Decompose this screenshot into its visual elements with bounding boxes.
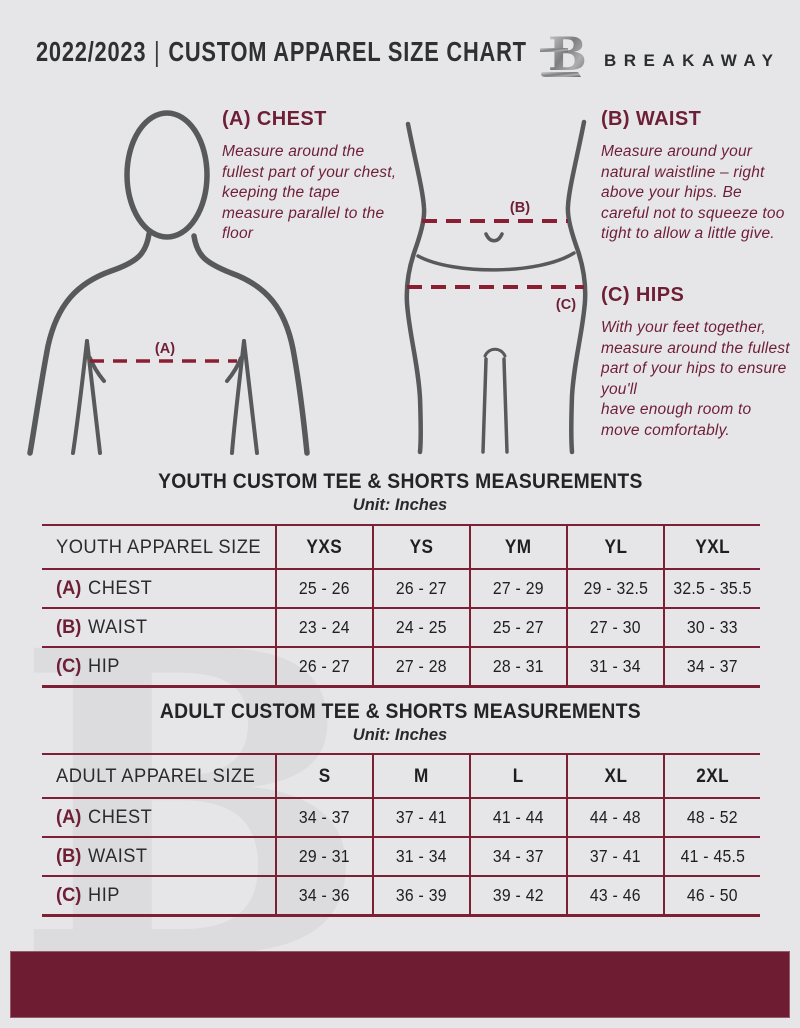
season-label: 2022/2023 — [36, 36, 147, 67]
table-cell: 44 - 48 — [566, 799, 663, 838]
chest-figure: (A) — [27, 110, 310, 456]
youth-row-label: (B) WAIST — [42, 609, 275, 648]
title-separator: | — [154, 36, 161, 67]
adult-col-header: M — [372, 755, 469, 799]
table-cell: 31 - 34 — [566, 648, 663, 688]
table-cell: 41 - 45.5 — [663, 838, 760, 877]
adult-col-header: XL — [566, 755, 663, 799]
head-outline — [124, 110, 210, 240]
adult-col-header: L — [469, 755, 566, 799]
chest-guide-heading: (A) CHEST — [222, 108, 327, 130]
adult-col-header: ADULT APPAREL SIZE — [42, 755, 275, 799]
chest-guide: (A) CHEST Measure around the fullest par… — [222, 108, 400, 245]
chest-guide-description: Measure around the fullest part of your … — [222, 143, 397, 243]
brand-watermark-letter: B — [14, 561, 369, 1028]
youth-col-header: YXS — [275, 526, 372, 570]
adult-table-title: ADULT CUSTOM TEE & SHORTS MEASUREMENTS — [159, 700, 641, 723]
table-cell: 39 - 42 — [469, 877, 566, 917]
table-cell: 26 - 27 — [275, 648, 372, 688]
youth-col-header: YXL — [663, 526, 760, 570]
table-cell: 31 - 34 — [372, 838, 469, 877]
waist-guide-heading: (B) WAIST — [601, 108, 702, 130]
youth-size-table: YOUTH APPAREL SIZE YXS YS YM YL YXL (A) C… — [42, 524, 760, 688]
adult-table-unit: Unit: Inches — [352, 726, 448, 744]
waist-hips-figure: (B) (C) — [404, 119, 588, 455]
table-cell: 37 - 41 — [566, 838, 663, 877]
table-cell: 25 - 26 — [275, 570, 372, 609]
youth-col-header: YS — [372, 526, 469, 570]
table-cell: 34 - 36 — [275, 877, 372, 917]
table-cell: 48 - 52 — [663, 799, 760, 838]
table-cell: 27 - 28 — [372, 648, 469, 688]
table-cell: 46 - 50 — [663, 877, 760, 917]
table-cell: 34 - 37 — [275, 799, 372, 838]
waist-guide-description: Measure around your natural waistline – … — [601, 143, 785, 243]
table-cell: 30 - 33 — [663, 609, 760, 648]
hips-guide-heading: (C) HIPS — [601, 284, 685, 306]
chest-marker-label: (A) — [155, 341, 175, 357]
youth-table-title: YOUTH CUSTOM TEE & SHORTS MEASUREMENTS — [157, 470, 643, 493]
waist-marker-label: (B) — [510, 200, 530, 216]
hips-marker-label: (C) — [556, 297, 576, 313]
breakaway-logo-icon: B — [540, 27, 587, 81]
page-title: 2022/2023 | CUSTOM APPAREL SIZE CHART — [36, 36, 665, 68]
youth-col-header: YOUTH APPAREL SIZE — [42, 526, 275, 570]
table-cell: 43 - 46 — [566, 877, 663, 917]
hips-guide: (C) HIPS With your feet together, measur… — [601, 284, 793, 442]
table-cell: 34 - 37 — [663, 648, 760, 688]
waist-guide: (B) WAIST Measure around your natural wa… — [601, 108, 793, 245]
adult-size-table: ADULT APPAREL SIZE S M L XL 2XL (A) CHEST… — [42, 753, 760, 917]
table-cell: 34 - 37 — [469, 838, 566, 877]
adult-row-label: (B) WAIST — [42, 838, 275, 877]
table-cell: 36 - 39 — [372, 877, 469, 917]
table-cell: 41 - 44 — [469, 799, 566, 838]
youth-col-header: YL — [566, 526, 663, 570]
adult-col-header: S — [275, 755, 372, 799]
adult-row-label: (C) HIP — [42, 877, 275, 917]
adult-row-label: (A) CHEST — [42, 799, 275, 838]
table-cell: 24 - 25 — [372, 609, 469, 648]
footer-accent-bar — [10, 951, 790, 1018]
table-cell: 28 - 31 — [469, 648, 566, 688]
adult-col-header: 2XL — [663, 755, 760, 799]
table-cell: 27 - 29 — [469, 570, 566, 609]
table-cell: 32.5 - 35.5 — [663, 570, 760, 609]
table-cell: 37 - 41 — [372, 799, 469, 838]
youth-row-label: (C) HIP — [42, 648, 275, 688]
title-text: CUSTOM APPAREL SIZE CHART — [168, 36, 527, 67]
table-cell: 23 - 24 — [275, 609, 372, 648]
table-cell: 27 - 30 — [566, 609, 663, 648]
hips-guide-description: With your feet together, measure around … — [601, 319, 790, 440]
youth-col-header: YM — [469, 526, 566, 570]
brand-name: BREAKAWAY — [604, 51, 781, 70]
table-cell: 25 - 27 — [469, 609, 566, 648]
brand-lockup: B BREAKAWAY — [538, 26, 780, 82]
table-cell: 29 - 31 — [275, 838, 372, 877]
youth-table-unit: Unit: Inches — [352, 496, 448, 514]
youth-row-label: (A) CHEST — [42, 570, 275, 609]
table-cell: 29 - 32.5 — [566, 570, 663, 609]
table-cell: 26 - 27 — [372, 570, 469, 609]
